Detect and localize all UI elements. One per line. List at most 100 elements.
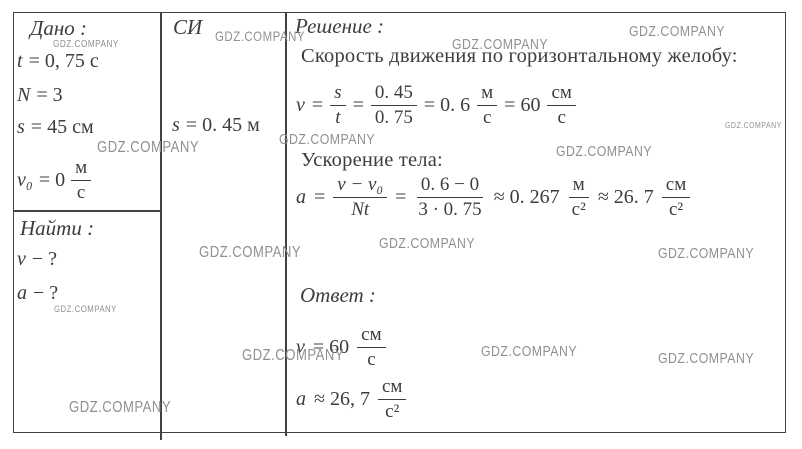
formula-token: N [17, 84, 31, 106]
formula-token: = 3 [36, 84, 63, 106]
formula-token: s [172, 114, 180, 136]
find-header: Найти : [20, 216, 95, 240]
watermark: GDZ.COMPANY [629, 23, 726, 40]
velocity-caption: Скорость движения по горизонтальному жел… [301, 45, 738, 67]
solution-header: Решение : [295, 14, 385, 38]
watermark: GDZ.COMPANY [556, 143, 653, 160]
formula-token: = 45 см [30, 116, 94, 138]
find-item-velocity: v − ? [17, 248, 57, 270]
fraction-numerator: 0. 45 [370, 82, 417, 106]
acceleration-caption: Ускорение тела: [301, 149, 443, 171]
formula-token: = [314, 186, 326, 209]
watermark: GDZ.COMPANY [53, 39, 119, 50]
fraction-numerator: м [477, 82, 498, 106]
watermark: GDZ.COMPANY [658, 350, 755, 367]
column-divider-given-si [160, 12, 162, 440]
watermark: GDZ.COMPANY [54, 304, 117, 315]
given-header: Дано : [30, 16, 88, 40]
answer-velocity-formula: v = 60 см с [296, 324, 386, 371]
formula-token: − ? [33, 282, 59, 304]
given-item-time: t = 0, 75 с [17, 50, 99, 72]
formula-token: = [311, 94, 324, 117]
fraction-numerator: v − v₀ [333, 174, 388, 198]
fraction: 0. 45 0. 75 [370, 82, 417, 129]
si-header: СИ [173, 15, 203, 39]
fraction-denominator: с² [668, 198, 684, 220]
column-divider-si-solution [285, 12, 287, 436]
formula-token: = 0. 6 [423, 94, 471, 117]
formula-token: v [296, 94, 305, 117]
formula-token: v [17, 248, 26, 270]
given-item-count: N = 3 [17, 84, 63, 106]
fraction-numerator: s [330, 82, 346, 106]
answer-header: Ответ : [300, 283, 376, 307]
formula-token: a [296, 388, 306, 411]
watermark: GDZ.COMPANY [242, 347, 345, 364]
formula-token: = [395, 186, 407, 209]
fraction-numerator: см [357, 324, 386, 348]
formula-token: ≈ 26. 7 [597, 186, 654, 209]
fraction: м с² [568, 174, 590, 221]
formula-token: = 0. 45 м [185, 114, 260, 136]
fraction-denominator: с [482, 106, 492, 128]
fraction: см с [547, 82, 576, 129]
formula-token: ≈ 26, 7 [314, 388, 370, 411]
watermark: GDZ.COMPANY [725, 120, 782, 130]
formula-token: a [296, 186, 306, 209]
formula-token: = 0, 75 с [28, 50, 99, 72]
formula-token: s [17, 116, 25, 138]
formula-token: − ? [31, 248, 58, 270]
given-find-divider [13, 210, 161, 212]
fraction-numerator: 0. 6 − 0 [416, 174, 484, 198]
formula-token: = [352, 94, 364, 117]
formula-token: t [17, 50, 23, 72]
watermark: GDZ.COMPANY [481, 343, 578, 360]
formula-token: = 0 [38, 169, 66, 192]
formula-token: v [296, 336, 305, 359]
fraction-denominator: с² [571, 198, 586, 220]
formula-token: ≈ 0. 267 [493, 186, 560, 209]
watermark: GDZ.COMPANY [199, 244, 302, 261]
watermark: GDZ.COMPANY [379, 235, 476, 252]
fraction-numerator: м [568, 174, 589, 198]
watermark: GDZ.COMPANY [97, 139, 200, 156]
watermark: GDZ.COMPANY [452, 36, 549, 53]
table-outer-border [13, 12, 786, 433]
formula-token: a [17, 282, 27, 304]
formula-token: = 60 [504, 94, 541, 117]
fraction-denominator: 0. 75 [374, 106, 413, 128]
fraction-numerator: см [661, 174, 691, 198]
watermark: GDZ.COMPANY [658, 245, 755, 262]
fraction: см с [357, 324, 386, 371]
fraction: v − v₀ Nt [333, 174, 388, 221]
fraction-numerator: см [547, 82, 576, 106]
watermark: GDZ.COMPANY [279, 131, 376, 148]
given-item-distance: s = 45 см [17, 116, 94, 138]
velocity-formula: v = s t = 0. 45 0. 75 = 0. 6 м с = 60 см с [296, 82, 576, 129]
watermark: GDZ.COMPANY [215, 28, 306, 44]
fraction-numerator: м [71, 157, 92, 181]
fraction-denominator: 3 · 0. 75 [418, 198, 482, 220]
fraction-denominator: с [76, 181, 86, 203]
fraction-denominator: с² [385, 400, 400, 422]
formula-token: v₀ [17, 169, 33, 192]
fraction-denominator: Nt [351, 198, 370, 220]
fraction-denominator: t [335, 106, 341, 128]
answer-acceleration-formula: a ≈ 26, 7 см с² [296, 376, 407, 423]
fraction-denominator: с [557, 106, 566, 128]
fraction: см с² [661, 174, 691, 221]
fraction-numerator: см [377, 376, 407, 400]
find-item-acceleration: a − ? [17, 282, 58, 304]
watermark: GDZ.COMPANY [69, 399, 172, 416]
fraction: см с² [377, 376, 407, 423]
si-converted-distance: s = 0. 45 м [172, 114, 260, 136]
fraction-denominator: с [367, 348, 376, 370]
formula-token: = 60 [312, 336, 350, 359]
